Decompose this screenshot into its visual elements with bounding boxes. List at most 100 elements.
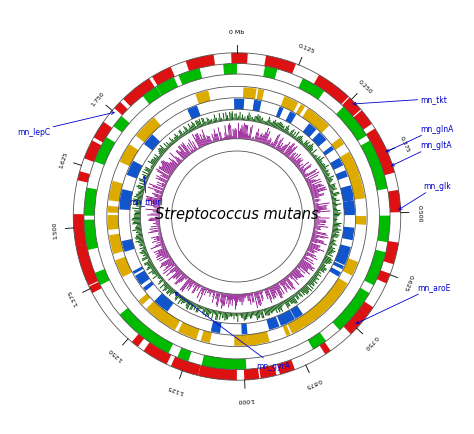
Polygon shape xyxy=(224,133,226,140)
Polygon shape xyxy=(252,138,253,141)
Polygon shape xyxy=(268,288,269,290)
Polygon shape xyxy=(333,228,338,230)
Polygon shape xyxy=(314,223,320,224)
Polygon shape xyxy=(239,113,241,121)
Polygon shape xyxy=(186,302,191,310)
Text: 1.375: 1.375 xyxy=(67,288,79,306)
Polygon shape xyxy=(281,280,285,285)
Polygon shape xyxy=(300,141,302,144)
Polygon shape xyxy=(243,124,245,140)
Polygon shape xyxy=(179,296,182,299)
Polygon shape xyxy=(224,294,226,306)
Polygon shape xyxy=(333,204,341,206)
Polygon shape xyxy=(262,132,266,144)
Polygon shape xyxy=(195,121,199,129)
Polygon shape xyxy=(73,217,85,239)
Polygon shape xyxy=(256,311,259,319)
Polygon shape xyxy=(296,137,300,141)
Polygon shape xyxy=(216,293,219,305)
Polygon shape xyxy=(108,216,118,227)
Polygon shape xyxy=(222,120,223,122)
Polygon shape xyxy=(328,250,334,253)
Polygon shape xyxy=(296,266,305,274)
Polygon shape xyxy=(242,127,244,140)
Polygon shape xyxy=(154,195,162,198)
Polygon shape xyxy=(201,124,203,127)
Polygon shape xyxy=(312,237,317,239)
Polygon shape xyxy=(134,211,141,212)
Polygon shape xyxy=(137,188,144,191)
Polygon shape xyxy=(159,232,161,233)
Polygon shape xyxy=(242,313,244,319)
Polygon shape xyxy=(222,312,224,319)
Polygon shape xyxy=(201,286,202,287)
Polygon shape xyxy=(133,79,155,99)
Polygon shape xyxy=(144,253,147,255)
Polygon shape xyxy=(184,299,187,304)
Polygon shape xyxy=(188,130,190,133)
Polygon shape xyxy=(132,220,140,221)
Polygon shape xyxy=(310,185,322,190)
Polygon shape xyxy=(178,69,202,86)
Polygon shape xyxy=(191,303,195,310)
Polygon shape xyxy=(228,294,230,308)
Polygon shape xyxy=(264,132,270,145)
Polygon shape xyxy=(278,60,292,73)
Polygon shape xyxy=(308,282,311,286)
Polygon shape xyxy=(223,64,237,76)
Polygon shape xyxy=(315,222,326,224)
Polygon shape xyxy=(152,271,157,275)
Polygon shape xyxy=(287,299,290,302)
Polygon shape xyxy=(168,270,180,281)
Polygon shape xyxy=(202,307,204,309)
Polygon shape xyxy=(197,149,199,150)
Polygon shape xyxy=(158,249,166,253)
Polygon shape xyxy=(188,140,196,151)
Polygon shape xyxy=(304,171,316,178)
Polygon shape xyxy=(133,222,141,224)
Polygon shape xyxy=(157,198,161,200)
Polygon shape xyxy=(201,287,204,291)
Polygon shape xyxy=(333,203,336,204)
Polygon shape xyxy=(301,142,303,145)
Polygon shape xyxy=(328,184,330,186)
Polygon shape xyxy=(287,62,296,75)
Polygon shape xyxy=(221,312,222,315)
Polygon shape xyxy=(292,155,301,163)
Polygon shape xyxy=(202,56,215,68)
Polygon shape xyxy=(95,270,109,286)
Polygon shape xyxy=(329,87,348,105)
Polygon shape xyxy=(186,59,197,72)
Polygon shape xyxy=(320,164,325,168)
Polygon shape xyxy=(142,257,150,261)
Polygon shape xyxy=(291,273,298,280)
Polygon shape xyxy=(212,292,216,303)
Polygon shape xyxy=(162,175,169,180)
Polygon shape xyxy=(259,291,263,302)
Polygon shape xyxy=(183,127,188,135)
Polygon shape xyxy=(286,150,292,157)
Polygon shape xyxy=(156,213,159,214)
Polygon shape xyxy=(163,264,176,275)
Polygon shape xyxy=(175,293,178,297)
Polygon shape xyxy=(176,161,180,164)
Polygon shape xyxy=(300,168,304,171)
Polygon shape xyxy=(333,224,339,226)
Polygon shape xyxy=(165,184,166,185)
Polygon shape xyxy=(306,253,314,257)
Polygon shape xyxy=(205,288,207,291)
Polygon shape xyxy=(330,241,334,243)
Polygon shape xyxy=(182,273,184,276)
Polygon shape xyxy=(201,118,205,127)
Polygon shape xyxy=(160,240,163,242)
Polygon shape xyxy=(333,262,344,270)
Polygon shape xyxy=(144,170,151,174)
Polygon shape xyxy=(174,134,179,141)
Polygon shape xyxy=(314,228,320,229)
Polygon shape xyxy=(177,348,191,362)
Polygon shape xyxy=(313,155,316,158)
Polygon shape xyxy=(161,161,174,171)
Polygon shape xyxy=(333,227,337,228)
Polygon shape xyxy=(295,161,301,166)
Polygon shape xyxy=(167,288,173,295)
